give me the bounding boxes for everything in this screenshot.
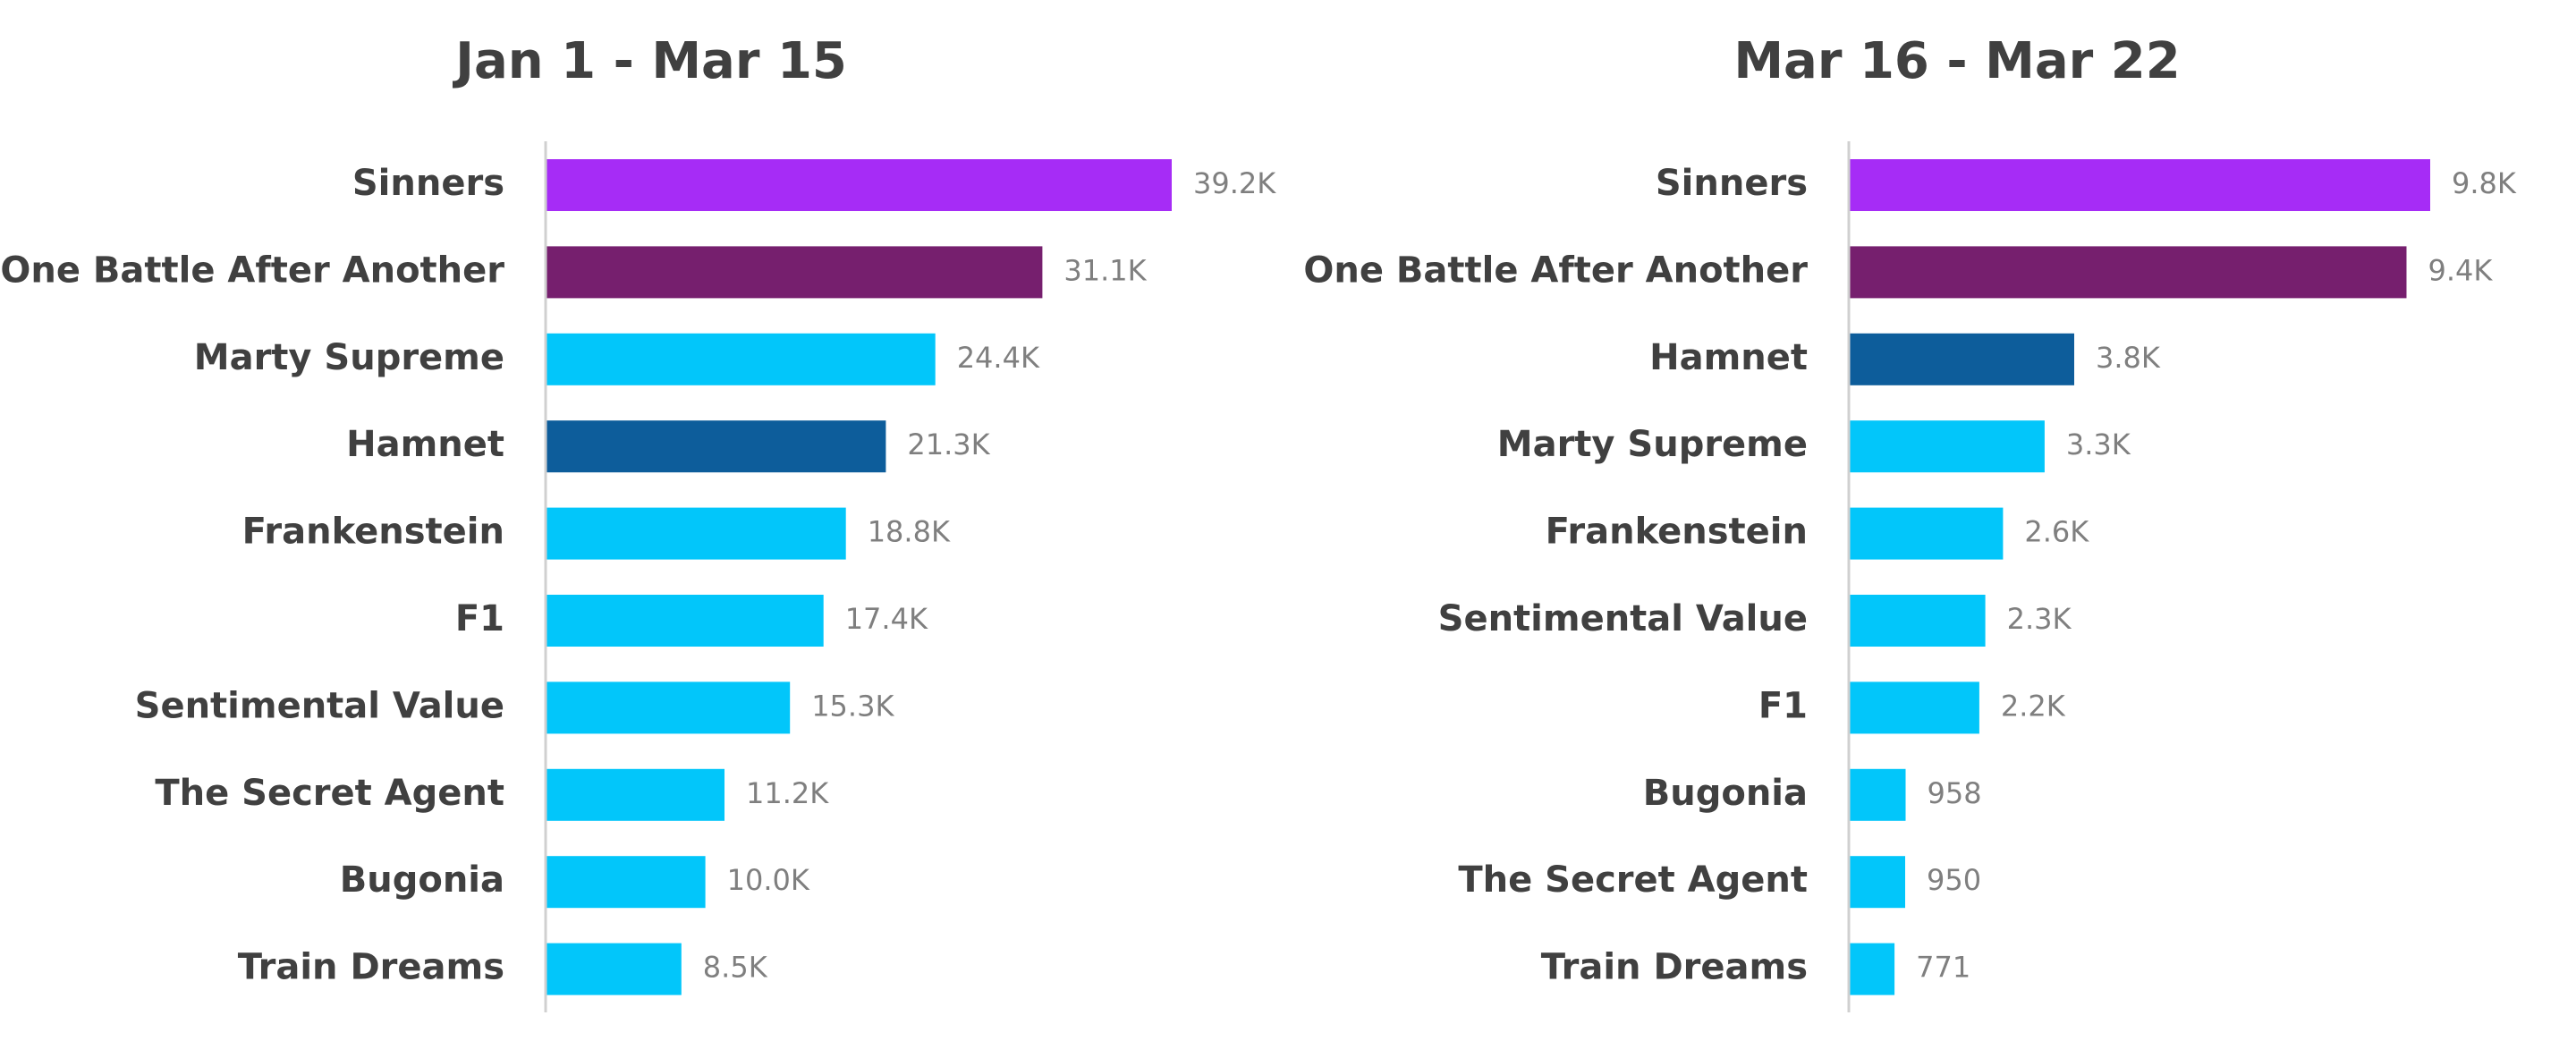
bar — [546, 159, 1172, 211]
bar — [546, 768, 724, 821]
chart-panel-jan1-mar15: Jan 1 - Mar 15 Sinners 39.2K One Battle Aft… — [0, 32, 1276, 1012]
bar — [546, 943, 682, 995]
bar — [546, 856, 706, 909]
data-label: 21.3K — [907, 427, 990, 461]
chart-panel-mar16-mar22: Mar 16 - Mar 22 Sinners 9.8K One Battle Aft… — [1303, 32, 2517, 1012]
bar — [546, 507, 846, 560]
category-label: F1 — [1758, 685, 1808, 726]
data-label: 18.8K — [868, 515, 951, 549]
bar — [1849, 507, 2004, 560]
category-label: F1 — [455, 598, 504, 639]
bar — [1849, 246, 2407, 299]
data-label: 39.2K — [1193, 166, 1276, 200]
data-label: 3.3K — [2066, 427, 2131, 461]
chart-title: Jan 1 - Mar 15 — [452, 32, 847, 90]
data-label: 2.2K — [2001, 689, 2066, 723]
category-label: Marty Supreme — [1497, 424, 1808, 465]
category-label: The Secret Agent — [155, 773, 504, 814]
category-label: Hamnet — [346, 424, 504, 465]
data-label: 17.4K — [845, 602, 928, 636]
data-label: 9.8K — [2452, 166, 2517, 200]
category-label: One Battle After Another — [1303, 250, 1808, 291]
data-label: 771 — [1916, 951, 1970, 985]
data-label: 10.0K — [727, 863, 810, 897]
bar — [1849, 943, 1895, 995]
data-label: 9.4K — [2428, 253, 2494, 287]
bar — [1849, 420, 2045, 473]
category-label: Bugonia — [340, 859, 504, 901]
bar — [1849, 856, 1905, 909]
data-label: 3.8K — [2096, 341, 2161, 375]
bar — [1849, 333, 2074, 385]
chart-title: Mar 16 - Mar 22 — [1733, 32, 2180, 90]
data-label: 2.3K — [2007, 602, 2072, 636]
category-label: The Secret Agent — [1458, 859, 1808, 901]
data-label: 15.3K — [811, 689, 894, 723]
category-label: Frankenstein — [1546, 512, 1808, 553]
category-label: Bugonia — [1643, 773, 1808, 814]
category-label: Hamnet — [1649, 337, 1808, 378]
data-label: 950 — [1927, 863, 1981, 897]
bar — [1849, 681, 1979, 734]
data-label: 958 — [1928, 776, 1982, 810]
bar — [1849, 595, 1986, 647]
category-label: Sinners — [352, 163, 504, 204]
data-label: 24.4K — [957, 341, 1040, 375]
category-label: Marty Supreme — [194, 337, 504, 378]
category-label: Sentimental Value — [1438, 598, 1808, 639]
bar — [546, 595, 824, 647]
category-label: Frankenstein — [242, 512, 504, 553]
bar — [546, 681, 791, 734]
bar — [546, 246, 1043, 299]
data-label: 11.2K — [746, 776, 829, 810]
category-label: Sentimental Value — [135, 685, 504, 726]
category-label: One Battle After Another — [0, 250, 504, 291]
category-label: Sinners — [1656, 163, 1808, 204]
data-label: 2.6K — [2024, 515, 2089, 549]
bar — [1849, 159, 2430, 211]
category-label: Train Dreams — [238, 947, 504, 988]
bar — [546, 333, 936, 385]
data-label: 31.1K — [1063, 253, 1147, 287]
category-label: Train Dreams — [1541, 947, 1808, 988]
bar — [1849, 768, 1906, 821]
data-label: 8.5K — [703, 951, 768, 985]
bar — [546, 420, 886, 473]
